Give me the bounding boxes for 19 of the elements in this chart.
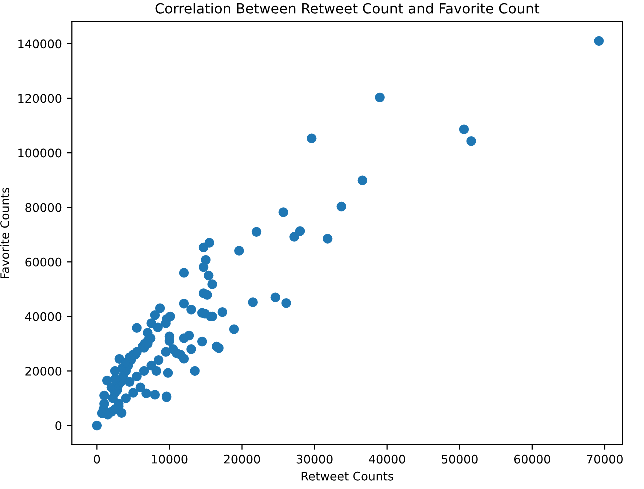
y-tick-label: 20000 <box>26 366 62 376</box>
x-tick-label: 40000 <box>369 454 406 464</box>
x-tick-label: 70000 <box>587 454 623 464</box>
y-tick-label: 80000 <box>26 203 62 212</box>
x-tick-label: 30000 <box>296 454 333 464</box>
x-tick-label: 10000 <box>152 454 188 464</box>
x-axis-title: Retweet Counts <box>302 472 394 481</box>
y-tick-label: 0 <box>56 421 62 430</box>
y-tick-label: 40000 <box>25 312 62 322</box>
x-tick-label: 0 <box>94 454 100 464</box>
y-tick-label: 120000 <box>18 94 62 104</box>
y-tick-label: 100000 <box>18 148 62 158</box>
y-tick-label: 60000 <box>26 258 62 267</box>
y-tick-label: 140000 <box>18 40 62 49</box>
x-tick-label: 60000 <box>514 454 550 464</box>
x-tick-label: 20000 <box>224 454 260 464</box>
y-axis-title: Favorite Counts <box>0 188 10 278</box>
chart-title: Correlation Between Retweet Count and Favorite Count <box>156 3 540 14</box>
x-tick-label: 50000 <box>442 454 478 464</box>
